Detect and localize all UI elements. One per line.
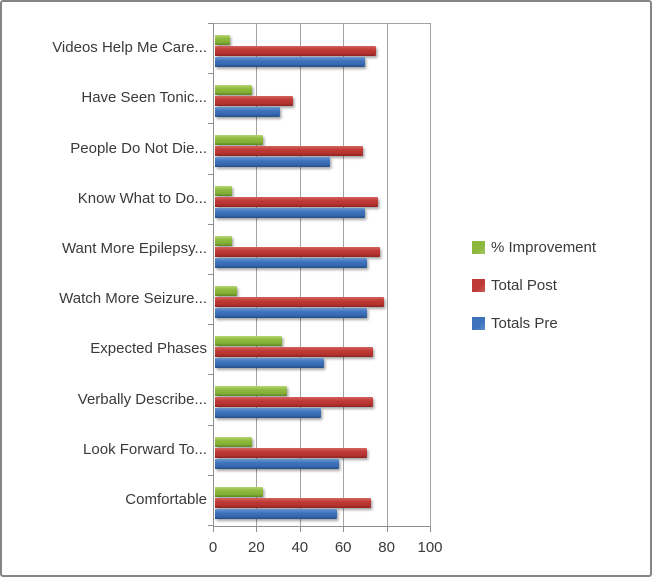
bar-blue-1 [215, 107, 281, 118]
bar-blue-5 [215, 308, 367, 318]
bar-green-1 [215, 85, 252, 96]
x-axis-tick-label: 80 [378, 539, 395, 556]
bar-green-9 [215, 486, 263, 497]
legend: % Improvement Total Post Totals Pre [472, 239, 597, 355]
x-axis-tick [213, 527, 214, 532]
gridline [299, 24, 301, 526]
x-axis-tick-label: 0 [208, 539, 218, 556]
bar-red-6 [215, 347, 374, 358]
bar-red-9 [215, 497, 372, 508]
category-axis-tick [208, 525, 214, 526]
legend-item: Totals Pre [472, 315, 596, 332]
category-axis-tick [208, 475, 214, 476]
category-label: Have Seen Tonic... [81, 89, 207, 107]
plot-area [208, 23, 431, 532]
category-axis-tick [208, 23, 214, 24]
category-axis-tick [208, 123, 214, 124]
legend-label: Totals Pre [491, 315, 558, 332]
x-axis-tick-label: 100 [417, 539, 443, 556]
category-label: People Do Not Die... [70, 139, 207, 157]
category-axis-tick [208, 425, 214, 426]
category-label: Know What to Do... [77, 189, 207, 207]
legend-label: % Improvement [491, 239, 597, 256]
bar-blue-9 [215, 508, 337, 519]
category-axis-tick [208, 374, 214, 375]
category-axis-tick [208, 274, 214, 275]
x-axis-tick [299, 527, 301, 532]
category-axis-tick [208, 324, 214, 325]
bar-red-3 [215, 196, 378, 207]
x-axis-tick [430, 527, 431, 532]
legend-swatch-icon [472, 279, 485, 292]
category-label: Look Forward To... [83, 440, 207, 458]
bar-blue-3 [215, 207, 365, 218]
bar-green-6 [215, 336, 283, 347]
bar-blue-7 [215, 408, 322, 419]
category-label: Verbally Describe... [77, 390, 207, 408]
category-label: Videos Help Me Care... [52, 39, 207, 57]
category-axis-tick [208, 73, 214, 74]
category-label: Comfortable [125, 490, 207, 508]
bar-blue-6 [215, 358, 324, 369]
bar-green-2 [215, 135, 263, 146]
category-label: Want More Epilepsy... [61, 239, 207, 257]
category-label: Watch More Seizure... [59, 290, 207, 308]
legend-swatch-icon [472, 317, 485, 330]
gridline [343, 24, 345, 526]
bar-red-1 [215, 96, 294, 107]
x-axis-tick [256, 527, 258, 532]
x-axis-tick [386, 527, 388, 532]
bar-green-0 [215, 35, 231, 45]
bar-green-3 [215, 185, 233, 196]
bar-blue-2 [215, 157, 330, 168]
x-axis-tick-label: 20 [248, 539, 265, 556]
gridline [256, 24, 258, 526]
legend-item: Total Post [472, 277, 596, 294]
category-axis-tick [208, 174, 214, 175]
bar-red-2 [215, 146, 363, 157]
category-label: Expected Phases [90, 340, 207, 358]
bar-blue-8 [215, 458, 339, 469]
bar-red-4 [215, 246, 380, 257]
bar-red-5 [215, 297, 385, 307]
gridline [430, 24, 431, 526]
bar-blue-4 [215, 257, 367, 268]
bar-red-0 [215, 46, 376, 56]
bar-green-8 [215, 436, 252, 447]
gridline [386, 24, 388, 526]
category-axis-tick [208, 224, 214, 225]
bar-red-8 [215, 447, 367, 458]
x-axis-tick-label: 60 [334, 539, 352, 556]
legend-item: % Improvement [472, 239, 597, 256]
x-axis-tick-label: 40 [291, 539, 309, 556]
legend-label: Total Post [491, 277, 557, 294]
bar-red-7 [215, 397, 374, 408]
bar-blue-0 [215, 57, 365, 67]
bar-green-4 [215, 235, 233, 246]
bar-green-7 [215, 386, 287, 397]
legend-swatch-icon [472, 241, 485, 254]
x-axis-tick [343, 527, 345, 532]
bar-green-5 [215, 286, 237, 296]
